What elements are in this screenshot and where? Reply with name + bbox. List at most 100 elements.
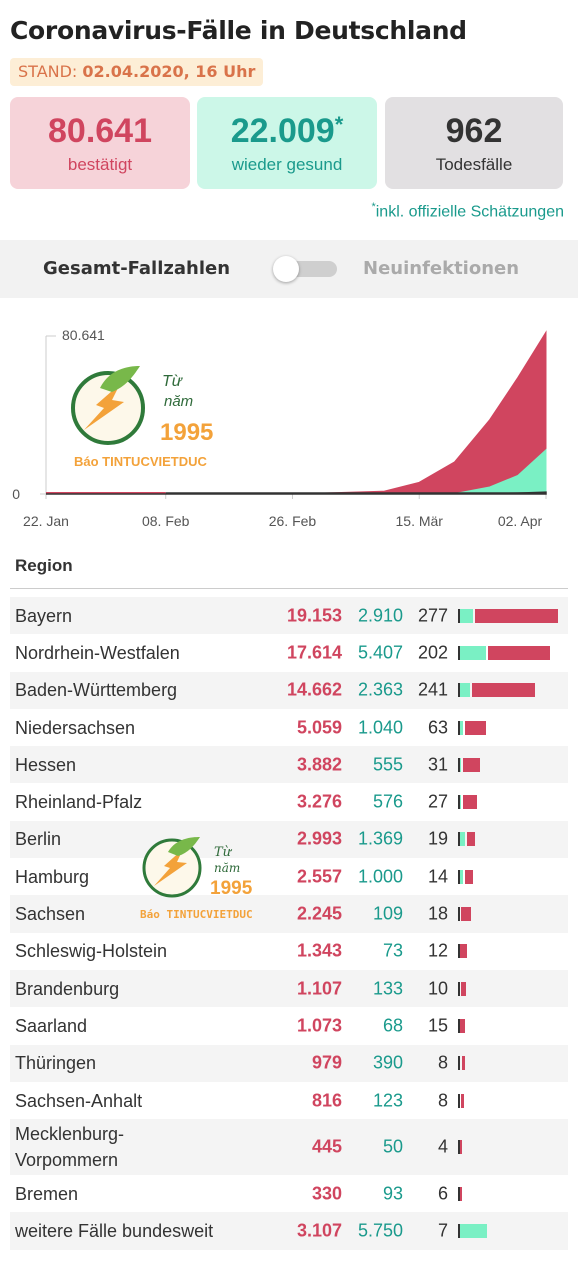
region-name: Schleswig-Holstein xyxy=(15,941,168,962)
view-toggle-switch[interactable] xyxy=(273,256,339,282)
stand-label: STAND: xyxy=(18,62,78,81)
table-row: Hessen 3.882 555 31 xyxy=(10,746,568,784)
table-row: Thüringen 979 390 8 xyxy=(10,1044,568,1082)
proportion-bar xyxy=(458,720,568,735)
chart-tick-labels: 80.641 022. Jan 08. Feb 26. Feb 15. Mär 02. A… xyxy=(12,327,542,529)
deaths-bar xyxy=(458,907,460,922)
x-tick-label: 22. Jan xyxy=(23,513,69,529)
confirmed-bar xyxy=(460,1186,462,1201)
deaths-label: Todesfälle xyxy=(435,155,513,174)
deaths-count: 10 xyxy=(427,978,448,999)
recovered-value: 22.009 xyxy=(230,112,335,150)
y-tick-label: 0 xyxy=(12,486,20,502)
confirmed-bar xyxy=(460,907,472,922)
confirmed-bar xyxy=(472,683,535,698)
recovered-bar xyxy=(458,683,471,698)
deaths-count: 18 xyxy=(427,903,448,924)
proportion-bar xyxy=(458,1056,568,1071)
deaths-bar xyxy=(458,869,460,884)
deaths-bar xyxy=(458,944,460,959)
region-name-line: Vorpommern xyxy=(15,1150,119,1171)
stand-date: 02.04.2020, 16 Uhr xyxy=(82,62,256,81)
confirmed-count: 19.153 xyxy=(286,605,342,626)
recovered-bar xyxy=(458,645,486,660)
deaths-count: 15 xyxy=(427,1015,448,1036)
recovered-bar xyxy=(458,1224,488,1239)
region-name-line: Mecklenburg- xyxy=(15,1124,125,1145)
recovered-count: 5.750 xyxy=(357,1220,403,1241)
confirmed-count: 2.245 xyxy=(296,903,342,924)
confirmed-count: 14.662 xyxy=(286,679,342,700)
table-row: Hamburg 2.557 1.000 14 xyxy=(10,858,568,895)
proportion-bar xyxy=(458,869,568,884)
proportion-bar xyxy=(458,608,568,623)
confirmed-count: 979 xyxy=(311,1052,342,1073)
recovered-count: 576 xyxy=(372,791,403,812)
region-name: weitere Fälle bundesweit xyxy=(15,1221,214,1242)
confirmed-count: 330 xyxy=(311,1183,342,1204)
watermark-brand: Báo TINTUCVIETDUC xyxy=(140,908,253,921)
watermark-logo: Từ năm 1995 Báo TINTUCVIETDUC xyxy=(71,366,213,469)
watermark-line2: năm xyxy=(214,861,240,875)
recovered-bar xyxy=(458,720,464,735)
proportion-bar xyxy=(458,795,568,810)
region-name: Bremen xyxy=(15,1183,79,1204)
y-tick-label: 80.641 xyxy=(62,327,105,343)
confirmed-count: 1.073 xyxy=(296,1015,342,1036)
deaths-count: 6 xyxy=(437,1183,448,1204)
x-tick-label: 26. Feb xyxy=(269,513,317,529)
confirmed-count: 1.107 xyxy=(296,978,342,999)
deaths-bar xyxy=(458,1093,460,1108)
deaths-count: 8 xyxy=(437,1090,448,1110)
toggle-option-total[interactable]: Gesamt-Fallzahlen xyxy=(43,258,231,279)
watermark-logo-table: Từ năm 1995 Báo TINTUCVIETDUC xyxy=(140,837,253,921)
table-row: Berlin 2.993 1.369 19 xyxy=(10,820,568,859)
region-table: Bayern 19.153 2.910 277 Nordrhein-Westfalen 1… xyxy=(10,597,568,1250)
table-row: Bremen 330 93 6 xyxy=(10,1175,568,1212)
x-tick-label: 08. Feb xyxy=(142,513,190,529)
confirmed-bar xyxy=(487,645,551,660)
deaths-bar xyxy=(458,608,460,623)
toggle-knob[interactable] xyxy=(273,256,299,282)
confirmed-label: bestätigt xyxy=(67,155,133,174)
confirmed-value: 80.641 xyxy=(48,112,152,150)
x-tick-label: 02. Apr xyxy=(498,513,543,529)
confirmed-bar xyxy=(460,1018,466,1033)
table-row: Schleswig-Holstein 1.343 73 12 xyxy=(10,933,568,970)
deaths-bar xyxy=(458,1140,460,1155)
recovered-count: 133 xyxy=(372,978,403,999)
deaths-bar xyxy=(458,795,460,810)
table-row: Sachsen-Anhalt 816 123 8 xyxy=(10,1082,568,1119)
deaths-count: 241 xyxy=(417,679,448,700)
deaths-bar xyxy=(458,757,460,772)
recovered-count: 390 xyxy=(372,1052,403,1073)
header-divider xyxy=(10,588,568,589)
deaths-bar xyxy=(458,1224,460,1239)
region-name: Rheinland-Pfalz xyxy=(15,792,143,813)
region-name: Bayern xyxy=(15,605,73,626)
deaths-count: 63 xyxy=(427,717,448,738)
recovered-count: 109 xyxy=(372,903,403,924)
table-row: Mecklenburg- Vorpommern 445 50 4 xyxy=(10,1119,568,1176)
confirmed-count: 5.059 xyxy=(296,717,342,738)
recovered-count: 68 xyxy=(382,1015,403,1036)
deaths-count: 31 xyxy=(427,754,448,775)
confirmed-count: 3.882 xyxy=(296,754,342,775)
deaths-count: 7 xyxy=(437,1220,448,1241)
deaths-count: 12 xyxy=(427,940,448,961)
region-name: Sachsen xyxy=(15,904,86,925)
watermark-year: 1995 xyxy=(160,419,213,446)
recovered-count: 2.910 xyxy=(357,605,403,626)
region-name: Sachsen-Anhalt xyxy=(15,1090,143,1111)
deaths-count: 27 xyxy=(427,791,448,812)
region-name: Hessen xyxy=(15,754,77,775)
region-name: Hamburg xyxy=(15,866,90,887)
status-timestamp: STAND: 02.04.2020, 16 Uhr xyxy=(10,58,264,86)
toggle-option-new[interactable]: Neuinfektionen xyxy=(363,258,520,279)
confirmed-bar xyxy=(465,720,486,735)
recovered-count: 123 xyxy=(372,1090,403,1110)
deaths-bar xyxy=(458,981,460,996)
deaths-bar xyxy=(458,832,460,847)
deaths-count: 277 xyxy=(417,605,448,626)
confirmed-bar xyxy=(460,981,466,996)
